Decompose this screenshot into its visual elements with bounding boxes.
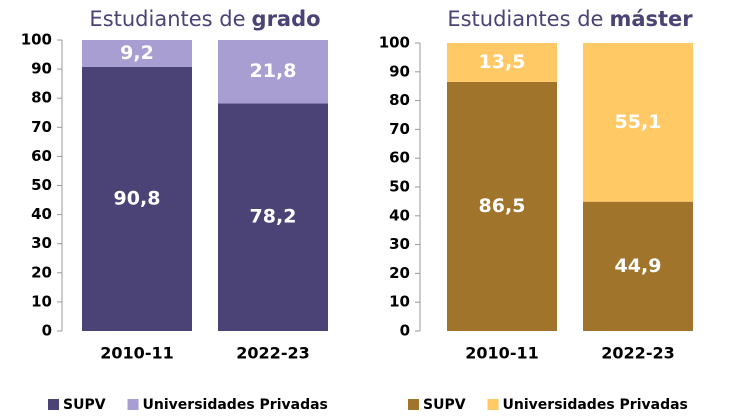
y-tick-label: 30 <box>31 234 52 252</box>
y-tick-label: 70 <box>31 118 52 136</box>
legend-swatch <box>487 399 499 410</box>
y-tick-label: 0 <box>400 322 410 340</box>
y-tick-label: 10 <box>31 292 52 310</box>
y-tick-label: 10 <box>389 293 410 311</box>
legend-swatch <box>127 399 139 410</box>
y-tick-label: 40 <box>31 205 52 223</box>
x-tick-label: 2022-23 <box>601 344 674 363</box>
legend-label: Universidades Privadas <box>503 397 688 413</box>
bar-segment <box>82 40 192 67</box>
bar-segment <box>218 40 328 104</box>
y-tick-label: 80 <box>389 91 410 109</box>
x-tick-label: 2010-11 <box>100 344 173 363</box>
legend-swatch <box>48 399 59 410</box>
legend-label: SUPV <box>63 397 106 413</box>
y-tick-label: 100 <box>21 31 52 49</box>
title-emphasis: máster <box>609 7 693 31</box>
bar-segment <box>583 43 693 202</box>
y-tick-label: 20 <box>31 263 52 281</box>
value-label: 44,9 <box>615 255 662 277</box>
y-tick-label: 50 <box>389 178 410 196</box>
y-tick-label: 20 <box>389 264 410 282</box>
y-tick-label: 50 <box>31 176 52 194</box>
y-tick-label: 80 <box>31 89 52 107</box>
y-tick-label: 60 <box>31 147 52 165</box>
value-label: 90,8 <box>114 187 161 209</box>
value-label: 86,5 <box>479 195 526 217</box>
value-label: 13,5 <box>479 51 526 73</box>
y-tick-label: 30 <box>389 235 410 253</box>
value-label: 21,8 <box>250 60 297 82</box>
title-text: Estudiantes de <box>447 7 603 31</box>
bar-segment <box>447 43 557 82</box>
value-label: 55,1 <box>615 111 662 133</box>
y-tick-label: 0 <box>42 322 52 340</box>
chart-title: Estudiantes de máster <box>447 7 693 31</box>
x-tick-label: 2022-23 <box>236 344 309 363</box>
value-label: 78,2 <box>250 206 297 228</box>
y-tick-label: 60 <box>389 149 410 167</box>
bar-segment <box>218 103 328 331</box>
value-label: 9,2 <box>120 42 154 64</box>
bar-segment <box>82 66 192 331</box>
title-text: Estudiantes de <box>89 7 245 31</box>
bar-segment <box>447 81 557 331</box>
x-tick-label: 2010-11 <box>465 344 538 363</box>
y-tick-label: 90 <box>389 62 410 80</box>
y-tick-label: 90 <box>31 60 52 78</box>
chart-title: Estudiantes de grado <box>89 7 320 31</box>
legend-label: SUPV <box>423 397 466 413</box>
title-emphasis: grado <box>252 7 321 31</box>
legend-swatch <box>408 399 419 410</box>
y-tick-label: 70 <box>389 120 410 138</box>
y-tick-label: 100 <box>379 34 410 52</box>
bar-segment <box>583 201 693 331</box>
legend-label: Universidades Privadas <box>143 397 328 413</box>
y-tick-label: 40 <box>389 206 410 224</box>
